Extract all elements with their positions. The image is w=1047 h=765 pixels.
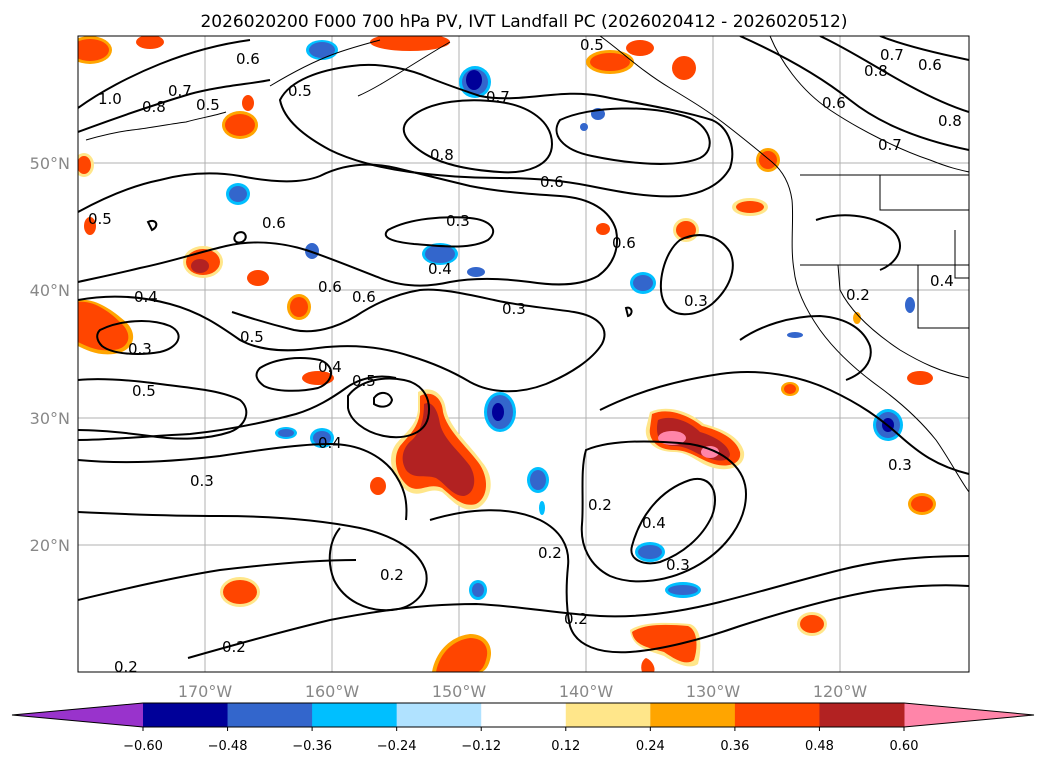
contour-label: 0.5 [132,382,156,400]
map-background [78,36,969,672]
contour-label: 0.6 [236,50,260,68]
contour-label: 0.3 [888,456,912,474]
positive-anomaly-field [78,36,936,672]
contour-label: 0.6 [262,214,286,232]
colorbar-segment [143,703,229,727]
contour-label: 0.4 [930,272,954,290]
contour-label: 0.5 [352,372,376,390]
contour-label: 0.5 [580,36,604,54]
lat-label: 30°N [30,409,70,428]
anomaly-blob-south [432,622,701,672]
lon-axis: 170°W 160°W 150°W 140°W 130°W 120°W [178,682,868,701]
contour-label: 0.3 [190,472,214,490]
contour-label: 0.4 [428,260,452,278]
contour-label: 1.0 [98,90,122,108]
contour-label: 0.4 [642,514,666,532]
contour-label: 0.8 [142,98,166,116]
colorbar-segment [481,703,567,727]
contour-label: 0.2 [538,544,562,562]
lon-label: 160°W [305,682,360,701]
colorbar-extend-low [12,703,143,727]
anomaly-blob-small [78,36,936,636]
contour-label: 0.7 [880,46,904,64]
colorbar-extend-high [904,703,1034,727]
contour-label: 0.2 [380,566,404,584]
pv-contours [78,36,969,659]
contour-label: 0.8 [938,112,962,130]
contour-label: 0.2 [222,638,246,656]
colorbar-segment [819,703,905,727]
contour-label: 0.4 [318,358,342,376]
contour-label: 0.2 [588,496,612,514]
contour-label: 0.5 [88,210,112,228]
contour-label: 0.6 [318,278,342,296]
contour-label: 0.6 [612,234,636,252]
contour-label: 0.2 [564,610,588,628]
contour-label: 0.3 [446,212,470,230]
lon-label: 170°W [178,682,233,701]
lon-label: 130°W [686,682,741,701]
contour-label: 0.3 [684,292,708,310]
colorbar-tick-label: 0.24 [636,739,665,754]
colorbar-segment [227,703,313,727]
colorbar-tick-label: −0.12 [461,739,501,754]
lat-axis: 50°N 40°N 30°N 20°N [30,154,70,555]
colorbar-tick-label: 0.48 [805,739,834,754]
contour-label: 0.3 [128,340,152,358]
colorbar-tick-label: 0.12 [551,739,580,754]
map-content: 0.6 0.5 0.7 1.0 0.8 0.5 0.7 0.8 0.6 0.3 … [78,36,969,676]
gridlines [78,36,969,672]
map-frame [77,35,970,673]
contour-label: 0.4 [318,434,342,452]
contour-label: 0.2 [114,658,138,676]
contour-label: 0.3 [666,556,690,574]
contour-label: 0.6 [540,173,564,191]
colorbar-tick-label: −0.60 [123,739,163,754]
contour-label: 0.5 [196,96,220,114]
lat-label: 50°N [30,154,70,173]
colorbar-segment [650,703,736,727]
map-panel: 0.6 0.5 0.7 1.0 0.8 0.5 0.7 0.8 0.6 0.3 … [77,35,970,676]
contour-labels: 0.6 0.5 0.7 1.0 0.8 0.5 0.7 0.8 0.6 0.3 … [88,36,962,676]
lat-label: 40°N [30,281,70,300]
lon-label: 140°W [559,682,614,701]
colorbar-tick-label: −0.36 [292,739,332,754]
colorbar: −0.60 −0.48 −0.36 −0.24 −0.12 0.12 0.24 0.36 0.4… [11,702,1035,754]
lon-label: 150°W [432,682,487,701]
contour-label: 0.3 [502,300,526,318]
colorbar-tick-label: −0.48 [208,739,248,754]
lon-label: 120°W [813,682,868,701]
colorbar-segment [312,703,398,727]
colorbar-tick-label: 0.60 [890,739,919,754]
contour-label: 0.8 [430,146,454,164]
negative-anomaly-field [226,40,915,600]
contour-label: 0.5 [288,82,312,100]
contour-label: 0.7 [486,88,510,106]
contour-label: 0.2 [846,286,870,304]
contour-label: 0.6 [352,288,376,306]
contour-label: 0.7 [878,136,902,154]
colorbar-segment [396,703,482,727]
map-title: 2026020200 F000 700 hPa PV, IVT Landfall… [200,12,847,32]
anomaly-blob-central [391,389,491,510]
contour-label: 0.5 [240,328,264,346]
colorbar-tick-label: 0.36 [720,739,749,754]
contour-label: 0.6 [822,94,846,112]
colorbar-segment [734,703,820,727]
contour-label: 0.4 [134,288,158,306]
colorbar-tick-label: −0.24 [377,739,417,754]
contour-label: 0.7 [168,82,192,100]
contour-label: 0.8 [864,62,888,80]
lat-label: 20°N [30,536,70,555]
contour-label: 0.6 [918,56,942,74]
colorbar-segment [565,703,651,727]
